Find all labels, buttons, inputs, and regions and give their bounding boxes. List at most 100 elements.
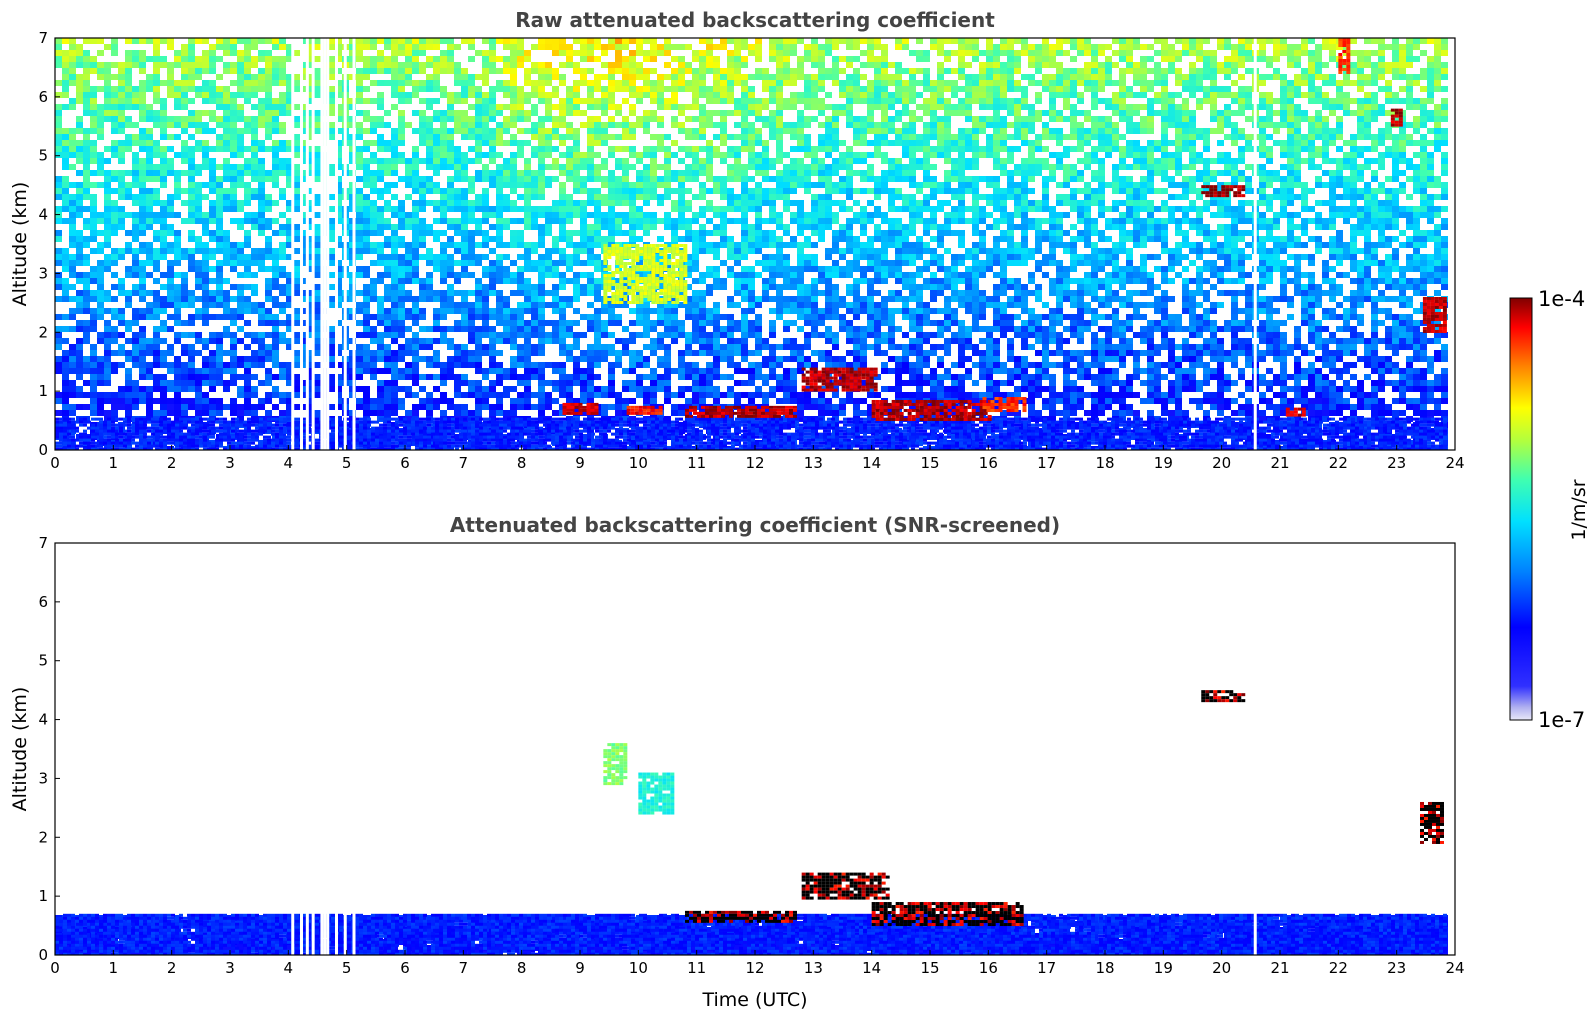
- panel1-gap-4: [320, 38, 324, 450]
- panel2-xtick-label-18: 18: [1095, 959, 1114, 977]
- panel1-feature-cloud-5.7km: [1390, 108, 1403, 127]
- panel2-xtick-label-16: 16: [979, 959, 998, 977]
- panel1-feature-cloud-0.7km-c: [871, 399, 992, 421]
- panel2-axes: 0 1 2 3 4 5 6 7 8 9 10 11 12 13 14 15 16 17 18 19 20 21 22 23 24…: [38, 534, 1464, 977]
- panel2-gap-1: [300, 543, 303, 955]
- panel1-feature-cloud-4.4km: [1201, 185, 1246, 198]
- panel1-plot-area: [55, 38, 1448, 450]
- panel2-xtick-label-20: 20: [1212, 959, 1231, 977]
- panel1-gap-1: [300, 38, 303, 450]
- panel1-xtick-label-14: 14: [862, 454, 881, 472]
- panel2-y-axis-label: Altitude (km): [9, 687, 31, 812]
- panel1-gap-0: [291, 38, 295, 450]
- panel1-xtick-label-10: 10: [629, 454, 648, 472]
- panel1-feature-cloud-0.6km: [685, 405, 797, 418]
- panel2-xtick-label-15: 15: [920, 959, 939, 977]
- panel1-ytick-label-2: 2: [38, 323, 48, 341]
- panel2-xtick-label-6: 6: [400, 959, 410, 977]
- panel2-xtick-label-9: 9: [575, 959, 585, 977]
- panel1-xtick-label-21: 21: [1270, 454, 1289, 472]
- panel2-ytick-label-3: 3: [38, 769, 48, 787]
- panel1-feature-cloud-0.65km: [1285, 407, 1306, 417]
- panel2-feature-cloud-4.4km: [1201, 690, 1246, 703]
- panel1-xtick-label-12: 12: [745, 454, 764, 472]
- panel2-gap-6: [326, 543, 330, 955]
- panel2-xtick-label-1: 1: [109, 959, 119, 977]
- panel1-xtick-label-13: 13: [804, 454, 823, 472]
- panel1-y-axis-label: Altitude (km): [9, 182, 31, 307]
- panel1-xtick-label-7: 7: [459, 454, 469, 472]
- panel1-xtick-label-18: 18: [1095, 454, 1114, 472]
- colorbar-gradient: [1509, 297, 1533, 721]
- panel1-ytick-label-4: 4: [38, 206, 48, 224]
- panel1-xtick-label-15: 15: [920, 454, 939, 472]
- panel2-feature-aerosol-2.8km: [638, 772, 675, 815]
- panel1-ytick-label-5: 5: [38, 147, 48, 165]
- panel1-ytick-label-7: 7: [38, 29, 48, 47]
- panel2-ytick-label-0: 0: [38, 946, 48, 964]
- panel1-xtick-label-17: 17: [1037, 454, 1056, 472]
- panel2-ytick-label-2: 2: [38, 828, 48, 846]
- panel1-xtick-label-6: 6: [400, 454, 410, 472]
- panel1-feature-cloud-0.7km-a: [562, 402, 599, 415]
- panel2-xtick-label-2: 2: [167, 959, 177, 977]
- panel1-ytick-label-3: 3: [38, 264, 48, 282]
- panel1-xtick-label-20: 20: [1212, 454, 1231, 472]
- panel1-gap-9: [352, 38, 356, 450]
- panel1-xtick-label-16: 16: [979, 454, 998, 472]
- panel2-xtick-label-4: 4: [284, 959, 294, 977]
- panel2-gap-7: [335, 543, 338, 955]
- panel2-ytick-label-4: 4: [38, 711, 48, 729]
- panel2-xtick-label-22: 22: [1329, 959, 1348, 977]
- panel2-feature-cloud-0.7km: [871, 902, 1024, 927]
- panel1-xtick-label-2: 2: [167, 454, 177, 472]
- colorbar-unit-label: 1/m/sr: [1568, 479, 1590, 540]
- panel1-xtick-label-3: 3: [225, 454, 235, 472]
- panel2-ytick-label-5: 5: [38, 652, 48, 670]
- panel2-feature-cloud-1.2km: [801, 872, 890, 900]
- panel1-xtick-label-0: 0: [50, 454, 60, 472]
- panel1-gap-3: [311, 38, 315, 450]
- panel1-xtick-label-1: 1: [109, 454, 119, 472]
- panel1-gap-7: [335, 38, 338, 450]
- panel2-feature-cloud-0.6km: [685, 910, 797, 923]
- panel2-gap-3: [311, 543, 315, 955]
- panel1-xtick-label-5: 5: [342, 454, 352, 472]
- panel1-ytick-label-1: 1: [38, 382, 48, 400]
- panel1-feature-aerosol-3km: [603, 244, 688, 304]
- colorbar: 1e-4 1e-7 1/m/sr: [1509, 287, 1590, 732]
- panel2-gap-0: [291, 543, 295, 955]
- panel2-xtick-label-5: 5: [342, 959, 352, 977]
- panel2-xtick-label-23: 23: [1387, 959, 1406, 977]
- panel1-xtick-label-8: 8: [517, 454, 527, 472]
- panel2-xtick-label-13: 13: [804, 959, 823, 977]
- panel2-xtick-label-12: 12: [745, 959, 764, 977]
- panel1-xtick-label-11: 11: [687, 454, 706, 472]
- panel2-xtick-label-14: 14: [862, 959, 881, 977]
- panel2-xtick-label-10: 10: [629, 959, 648, 977]
- panel2-xtick-label-0: 0: [50, 959, 60, 977]
- panel2-gap-10: [1253, 543, 1257, 955]
- panel1-ytick-label-0: 0: [38, 441, 48, 459]
- panel2-plot-area: [55, 543, 1448, 955]
- panel2-xtick-label-17: 17: [1037, 959, 1056, 977]
- panel1-xtick-label-23: 23: [1387, 454, 1406, 472]
- panel1-xtick-label-19: 19: [1154, 454, 1173, 472]
- panel1-feature-cloud-2.3km: [1422, 296, 1447, 333]
- panel2-xtick-label-21: 21: [1270, 959, 1289, 977]
- panel2-gap-5: [323, 543, 327, 955]
- panel1-axes: 0 1 2 3 4 5 6 7 8 9 10 11 12 13 14 15 16 17 18 19 20 21 22 23 24…: [38, 29, 1464, 472]
- panel1-xtick-label-4: 4: [284, 454, 294, 472]
- panel1-feature-cloud-0.8km: [982, 397, 1027, 413]
- panel1-gap-5: [323, 38, 327, 450]
- panel2-ytick-label-1: 1: [38, 887, 48, 905]
- panel2-gap-4: [320, 543, 324, 955]
- panel2-gap-9: [352, 543, 356, 955]
- panel2-xtick-label-3: 3: [225, 959, 235, 977]
- panel2-gap-8: [343, 543, 347, 955]
- panel1-xtick-label-24: 24: [1445, 454, 1464, 472]
- panel1-gap-10: [1253, 38, 1257, 450]
- panel2-ytick-label-6: 6: [38, 593, 48, 611]
- x-axis-label: Time (UTC): [701, 989, 807, 1011]
